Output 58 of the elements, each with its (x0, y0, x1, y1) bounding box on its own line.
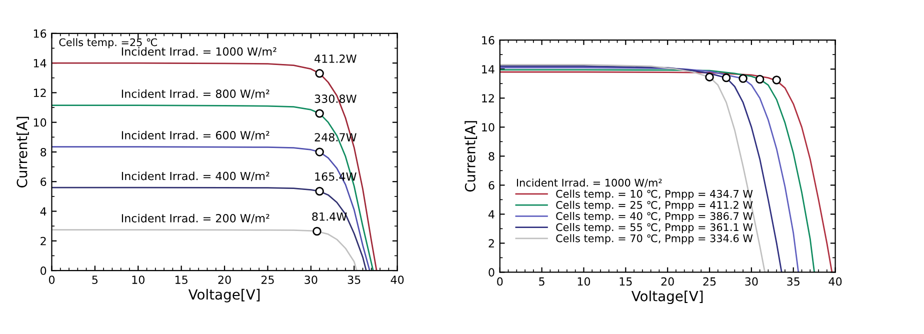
x-tick-label: 0 (48, 276, 55, 284)
series-label: Incident Irrad. = 200 W/m² (122, 214, 270, 224)
series-label: Incident Irrad. = 1000 W/m² (122, 47, 276, 57)
y-axis-title: Current[A] (16, 116, 29, 188)
x-tick-label: 35 (348, 276, 360, 284)
line-series (52, 62, 378, 271)
annotation: 81.4W (312, 212, 347, 221)
y-tick-label: 2 (40, 236, 46, 246)
line-series (52, 146, 370, 271)
legend-label: Cells temp. = 40 ℃, Pmpp = 386.7 W (556, 212, 753, 222)
y-tick-label: 4 (40, 207, 46, 216)
x-tick-label: 5 (92, 276, 98, 284)
series-label: Incident Irrad. = 600 W/m² (122, 130, 270, 140)
y-tick-label: 12 (34, 88, 46, 97)
y-tick-label: 8 (40, 148, 46, 156)
y-axis-title: Current[A] (464, 121, 478, 192)
legend-label: Cells temp. = 10 ℃, Pmpp = 434.7 W (556, 190, 753, 200)
y-tick-label: 8 (488, 152, 494, 161)
x-tick-label: 25 (703, 277, 716, 286)
line-series (52, 104, 374, 271)
x-tick-label: 40 (828, 277, 842, 286)
y-tick-label: 16 (34, 29, 46, 38)
x-axis-title: Voltage[V] (188, 288, 260, 302)
legend-label: Cells temp. = 55 ℃, Pmpp = 361.1 W (556, 223, 753, 234)
x-tick-label: 25 (261, 276, 274, 284)
y-tick-label: 0 (40, 266, 46, 275)
y-tick-label: 16 (482, 36, 494, 44)
y-tick-label: 2 (488, 239, 494, 248)
x-tick-label: 5 (539, 277, 544, 286)
x-tick-label: 20 (661, 277, 674, 286)
x-tick-label: 40 (390, 276, 404, 284)
series-label: Incident Irrad. = 400 W/m² (122, 172, 270, 182)
x-tick-label: 35 (787, 277, 800, 286)
y-tick-label: 14 (482, 65, 494, 74)
line-series (52, 186, 367, 271)
x-tick-label: 30 (745, 277, 758, 286)
x-tick-label: 30 (304, 276, 318, 284)
y-tick-label: 12 (482, 94, 494, 102)
x-tick-label: 10 (132, 276, 144, 284)
y-tick-label: 10 (34, 118, 46, 127)
x-tick-label: 0 (497, 277, 503, 286)
y-tick-label: 6 (40, 178, 46, 186)
x-axis-title: Voltage[V] (631, 290, 703, 304)
legend-label: Cells temp. = 25 ℃, Pmpp = 411.2 W (556, 200, 753, 211)
x-tick-label: 15 (175, 276, 188, 284)
annotation: 411.2W (314, 54, 356, 63)
legend-title: Incident Irrad. = 1000 W/m² (516, 178, 662, 188)
y-tick-label: 14 (34, 59, 46, 68)
y-tick-label: 4 (488, 210, 494, 218)
legend-label: Cells temp. = 70 ℃, Pmpp = 334.6 W (556, 234, 753, 244)
annotation: Cells temp. =25 ℃ (59, 38, 157, 48)
y-tick-label: 0 (488, 268, 494, 277)
y-tick-label: 10 (482, 123, 494, 132)
y-tick-label: 6 (488, 181, 494, 190)
x-tick-label: 10 (578, 277, 590, 286)
x-tick-label: 20 (218, 276, 231, 284)
x-tick-label: 15 (620, 277, 632, 286)
series-label: Incident Irrad. = 800 W/m² (122, 89, 270, 99)
